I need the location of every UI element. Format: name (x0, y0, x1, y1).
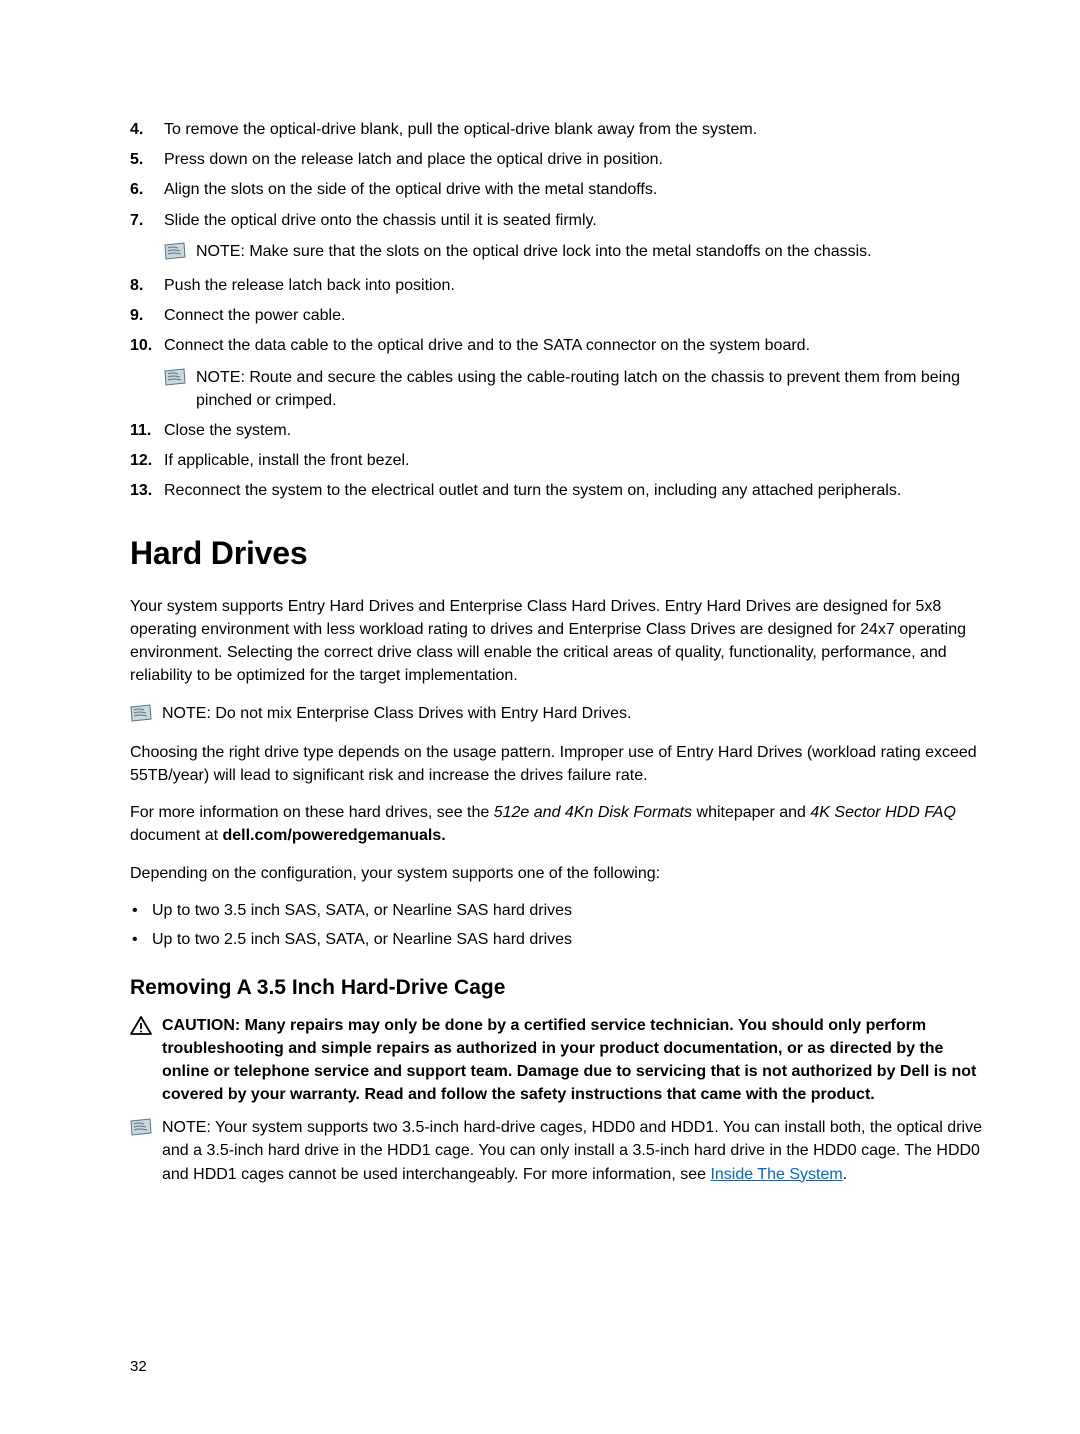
note-label: NOTE: (162, 1119, 215, 1136)
step-9: Connect the power cable. (130, 304, 992, 327)
inside-system-link[interactable]: Inside The System (710, 1166, 842, 1183)
step-text: Align the slots on the side of the optic… (164, 181, 657, 198)
step-10: Connect the data cable to the optical dr… (130, 334, 992, 412)
step-text: Slide the optical drive onto the chassis… (164, 212, 597, 229)
note-text: NOTE: Make sure that the slots on the op… (196, 240, 992, 263)
step-5: Press down on the release latch and plac… (130, 148, 992, 171)
para3-em1: 512e and 4Kn Disk Formats (494, 804, 692, 821)
para3-mid2: document at (130, 827, 223, 844)
note-label: NOTE: (162, 705, 215, 722)
note-body: Route and secure the cables using the ca… (196, 369, 960, 409)
note-icon (164, 368, 186, 393)
step-7: Slide the optical drive onto the chassis… (130, 209, 992, 267)
caution-block: CAUTION: Many repairs may only be done b… (130, 1014, 992, 1107)
section-para-3: For more information on these hard drive… (130, 801, 992, 847)
para3-bold: dell.com/poweredgemanuals. (223, 827, 446, 844)
procedure-steps: To remove the optical-drive blank, pull … (130, 118, 992, 502)
note-text: NOTE: Your system supports two 3.5-inch … (162, 1116, 992, 1186)
config-list: Up to two 3.5 inch SAS, SATA, or Nearlin… (130, 899, 992, 951)
step-text: Reconnect the system to the electrical o… (164, 482, 901, 499)
note-block: NOTE: Route and secure the cables using … (164, 366, 992, 412)
note-block: NOTE: Make sure that the slots on the op… (164, 240, 992, 267)
step-6: Align the slots on the side of the optic… (130, 178, 992, 201)
step-text: To remove the optical-drive blank, pull … (164, 121, 757, 138)
note-icon (130, 1118, 152, 1143)
note-block: NOTE: Your system supports two 3.5-inch … (130, 1116, 992, 1186)
list-item: Up to two 2.5 inch SAS, SATA, or Nearlin… (130, 928, 992, 951)
note-label: NOTE: (196, 243, 249, 260)
note-block: NOTE: Do not mix Enterprise Class Drives… (130, 702, 992, 729)
note-text: NOTE: Route and secure the cables using … (196, 366, 992, 412)
note-icon (130, 704, 152, 729)
step-8: Push the release latch back into positio… (130, 274, 992, 297)
para3-pre: For more information on these hard drive… (130, 804, 494, 821)
para3-em2: 4K Sector HDD FAQ (810, 804, 956, 821)
step-text: If applicable, install the front bezel. (164, 452, 409, 469)
step-text: Press down on the release latch and plac… (164, 151, 663, 168)
step-text: Connect the data cable to the optical dr… (164, 337, 810, 354)
subsection-title: Removing A 3.5 Inch Hard-Drive Cage (130, 973, 992, 1003)
section-title: Hard Drives (130, 530, 992, 576)
note-body: Do not mix Enterprise Class Drives with … (215, 705, 631, 722)
step-11: Close the system. (130, 419, 992, 442)
section-para-1: Your system supports Entry Hard Drives a… (130, 595, 992, 688)
bullet-text: Up to two 3.5 inch SAS, SATA, or Nearlin… (152, 902, 572, 919)
note-text: NOTE: Do not mix Enterprise Class Drives… (162, 702, 992, 725)
section-para-2: Choosing the right drive type depends on… (130, 741, 992, 787)
step-text: Push the release latch back into positio… (164, 277, 455, 294)
step-text: Connect the power cable. (164, 307, 345, 324)
step-4: To remove the optical-drive blank, pull … (130, 118, 992, 141)
note-label: NOTE: (196, 369, 249, 386)
caution-icon (130, 1016, 152, 1043)
note-post: . (843, 1166, 847, 1183)
note-body: Make sure that the slots on the optical … (249, 243, 871, 260)
caution-text: CAUTION: Many repairs may only be done b… (162, 1014, 992, 1107)
section-para-4: Depending on the configuration, your sys… (130, 862, 992, 885)
page-number: 32 (130, 1356, 147, 1378)
list-item: Up to two 3.5 inch SAS, SATA, or Nearlin… (130, 899, 992, 922)
step-text: Close the system. (164, 422, 291, 439)
para3-mid: whitepaper and (692, 804, 810, 821)
note-pre: Your system supports two 3.5-inch hard-d… (162, 1119, 982, 1182)
step-13: Reconnect the system to the electrical o… (130, 479, 992, 502)
bullet-text: Up to two 2.5 inch SAS, SATA, or Nearlin… (152, 931, 572, 948)
note-icon (164, 242, 186, 267)
step-12: If applicable, install the front bezel. (130, 449, 992, 472)
